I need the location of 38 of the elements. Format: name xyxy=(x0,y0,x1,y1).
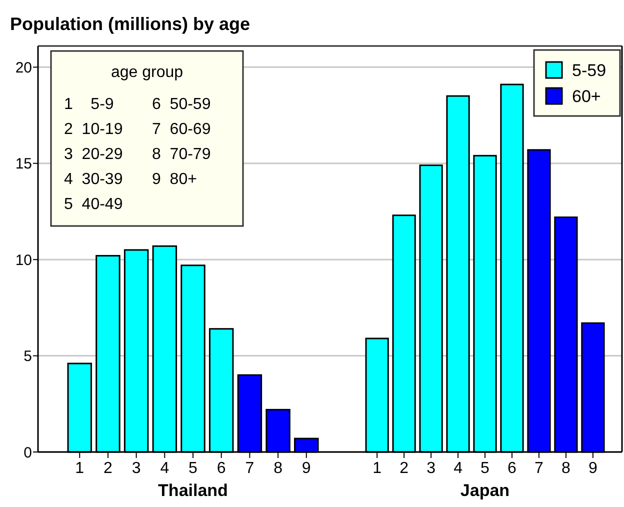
annotation: 9 80+ xyxy=(152,171,197,188)
x-tick-label: 3 xyxy=(426,460,436,477)
y-tick-label: 5 xyxy=(24,348,32,366)
y-tick-label: 15 xyxy=(15,156,32,173)
annotation: 1 5-9 xyxy=(64,96,114,113)
annotation: 3 20-29 xyxy=(64,146,123,163)
annotation: 6 50-59 xyxy=(152,96,211,113)
legend-label: 5-59 xyxy=(572,60,606,80)
x-tick-label: 8 xyxy=(274,460,283,477)
y-tick-label: 20 xyxy=(15,59,32,76)
x-tick-label: 2 xyxy=(400,460,409,477)
annotation: 8 70-79 xyxy=(152,146,211,163)
x-tick-label: 4 xyxy=(454,460,463,477)
x-tick-label: 2 xyxy=(104,460,113,477)
chart-title: Population (millions) by age xyxy=(10,14,250,34)
x-axis-title: Thailand xyxy=(158,481,228,500)
x-axis-title: Japan xyxy=(460,481,510,500)
y-tick-label: 0 xyxy=(24,444,32,462)
x-tick-label: 7 xyxy=(534,460,544,477)
x-tick-label: 3 xyxy=(132,460,141,477)
x-tick-label: 1 xyxy=(75,460,84,477)
legend-label: 60+ xyxy=(572,86,601,106)
annotation: 4 30-39 xyxy=(64,171,123,188)
annotation: 5 40-49 xyxy=(64,196,123,213)
annotation: age group xyxy=(110,64,184,81)
x-tick-label: 5 xyxy=(188,460,198,477)
y-tick-label: 10 xyxy=(15,252,32,269)
x-tick-label: 4 xyxy=(160,460,170,477)
x-tick-label: 6 xyxy=(508,460,517,477)
annotation: 2 10-19 xyxy=(64,121,123,138)
annotation: 7 60-69 xyxy=(152,121,211,138)
x-tick-label: 5 xyxy=(480,460,490,477)
x-tick-label: 8 xyxy=(562,460,570,477)
x-tick-label: 6 xyxy=(216,460,226,477)
x-tick-label: 7 xyxy=(245,460,254,477)
x-tick-label: 9 xyxy=(302,460,311,477)
x-tick-label: 1 xyxy=(372,460,382,477)
x-tick-label: 9 xyxy=(588,460,598,477)
